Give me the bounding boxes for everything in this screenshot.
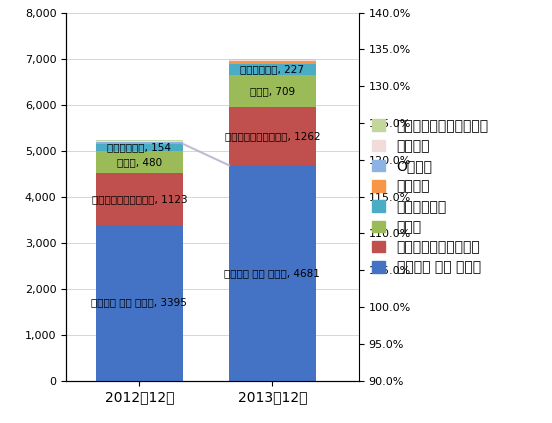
Bar <box>229 60 316 61</box>
Bar <box>229 59 316 60</box>
Text: オリックスカーシェア, 1262: オリックスカーシェア, 1262 <box>225 131 320 141</box>
Bar <box>229 107 316 165</box>
Bar <box>229 165 316 381</box>
Text: オリックスカーシェア, 1123: オリックスカーシェア, 1123 <box>92 194 187 204</box>
Bar <box>229 75 316 107</box>
Bar <box>96 141 183 142</box>
Bar <box>96 173 183 225</box>
Bar <box>96 144 183 151</box>
Text: アース・カー, 154: アース・カー, 154 <box>108 142 171 152</box>
Bar <box>229 61 316 62</box>
Bar <box>229 64 316 75</box>
Bar <box>96 142 183 143</box>
Bar <box>229 62 316 64</box>
Text: カレコ, 709: カレコ, 709 <box>250 86 295 96</box>
Bar <box>96 225 183 381</box>
Bar <box>96 143 183 144</box>
Legend: カーシェアリング・ワン, エコロカ, Oシェア, カノテコ, アース・カー, カレコ, オリックスカーシェア, タイムズ カー プラス: カーシェアリング・ワン, エコロカ, Oシェア, カノテコ, アース・カー, カ… <box>371 119 489 275</box>
Bar <box>96 151 183 173</box>
Bar <box>96 140 183 141</box>
Text: アース・カー, 227: アース・カー, 227 <box>240 64 304 74</box>
Text: カレコ, 480: カレコ, 480 <box>117 157 162 167</box>
Text: タイムズ カー プラス, 3395: タイムズ カー プラス, 3395 <box>92 298 187 308</box>
Text: タイムズ カー プラス, 4681: タイムズ カー プラス, 4681 <box>225 268 320 278</box>
